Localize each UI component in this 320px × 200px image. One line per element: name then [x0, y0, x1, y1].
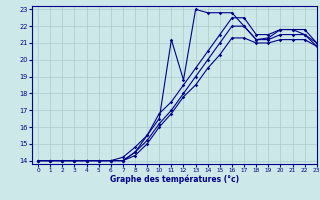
X-axis label: Graphe des températures (°c): Graphe des températures (°c) [110, 175, 239, 184]
